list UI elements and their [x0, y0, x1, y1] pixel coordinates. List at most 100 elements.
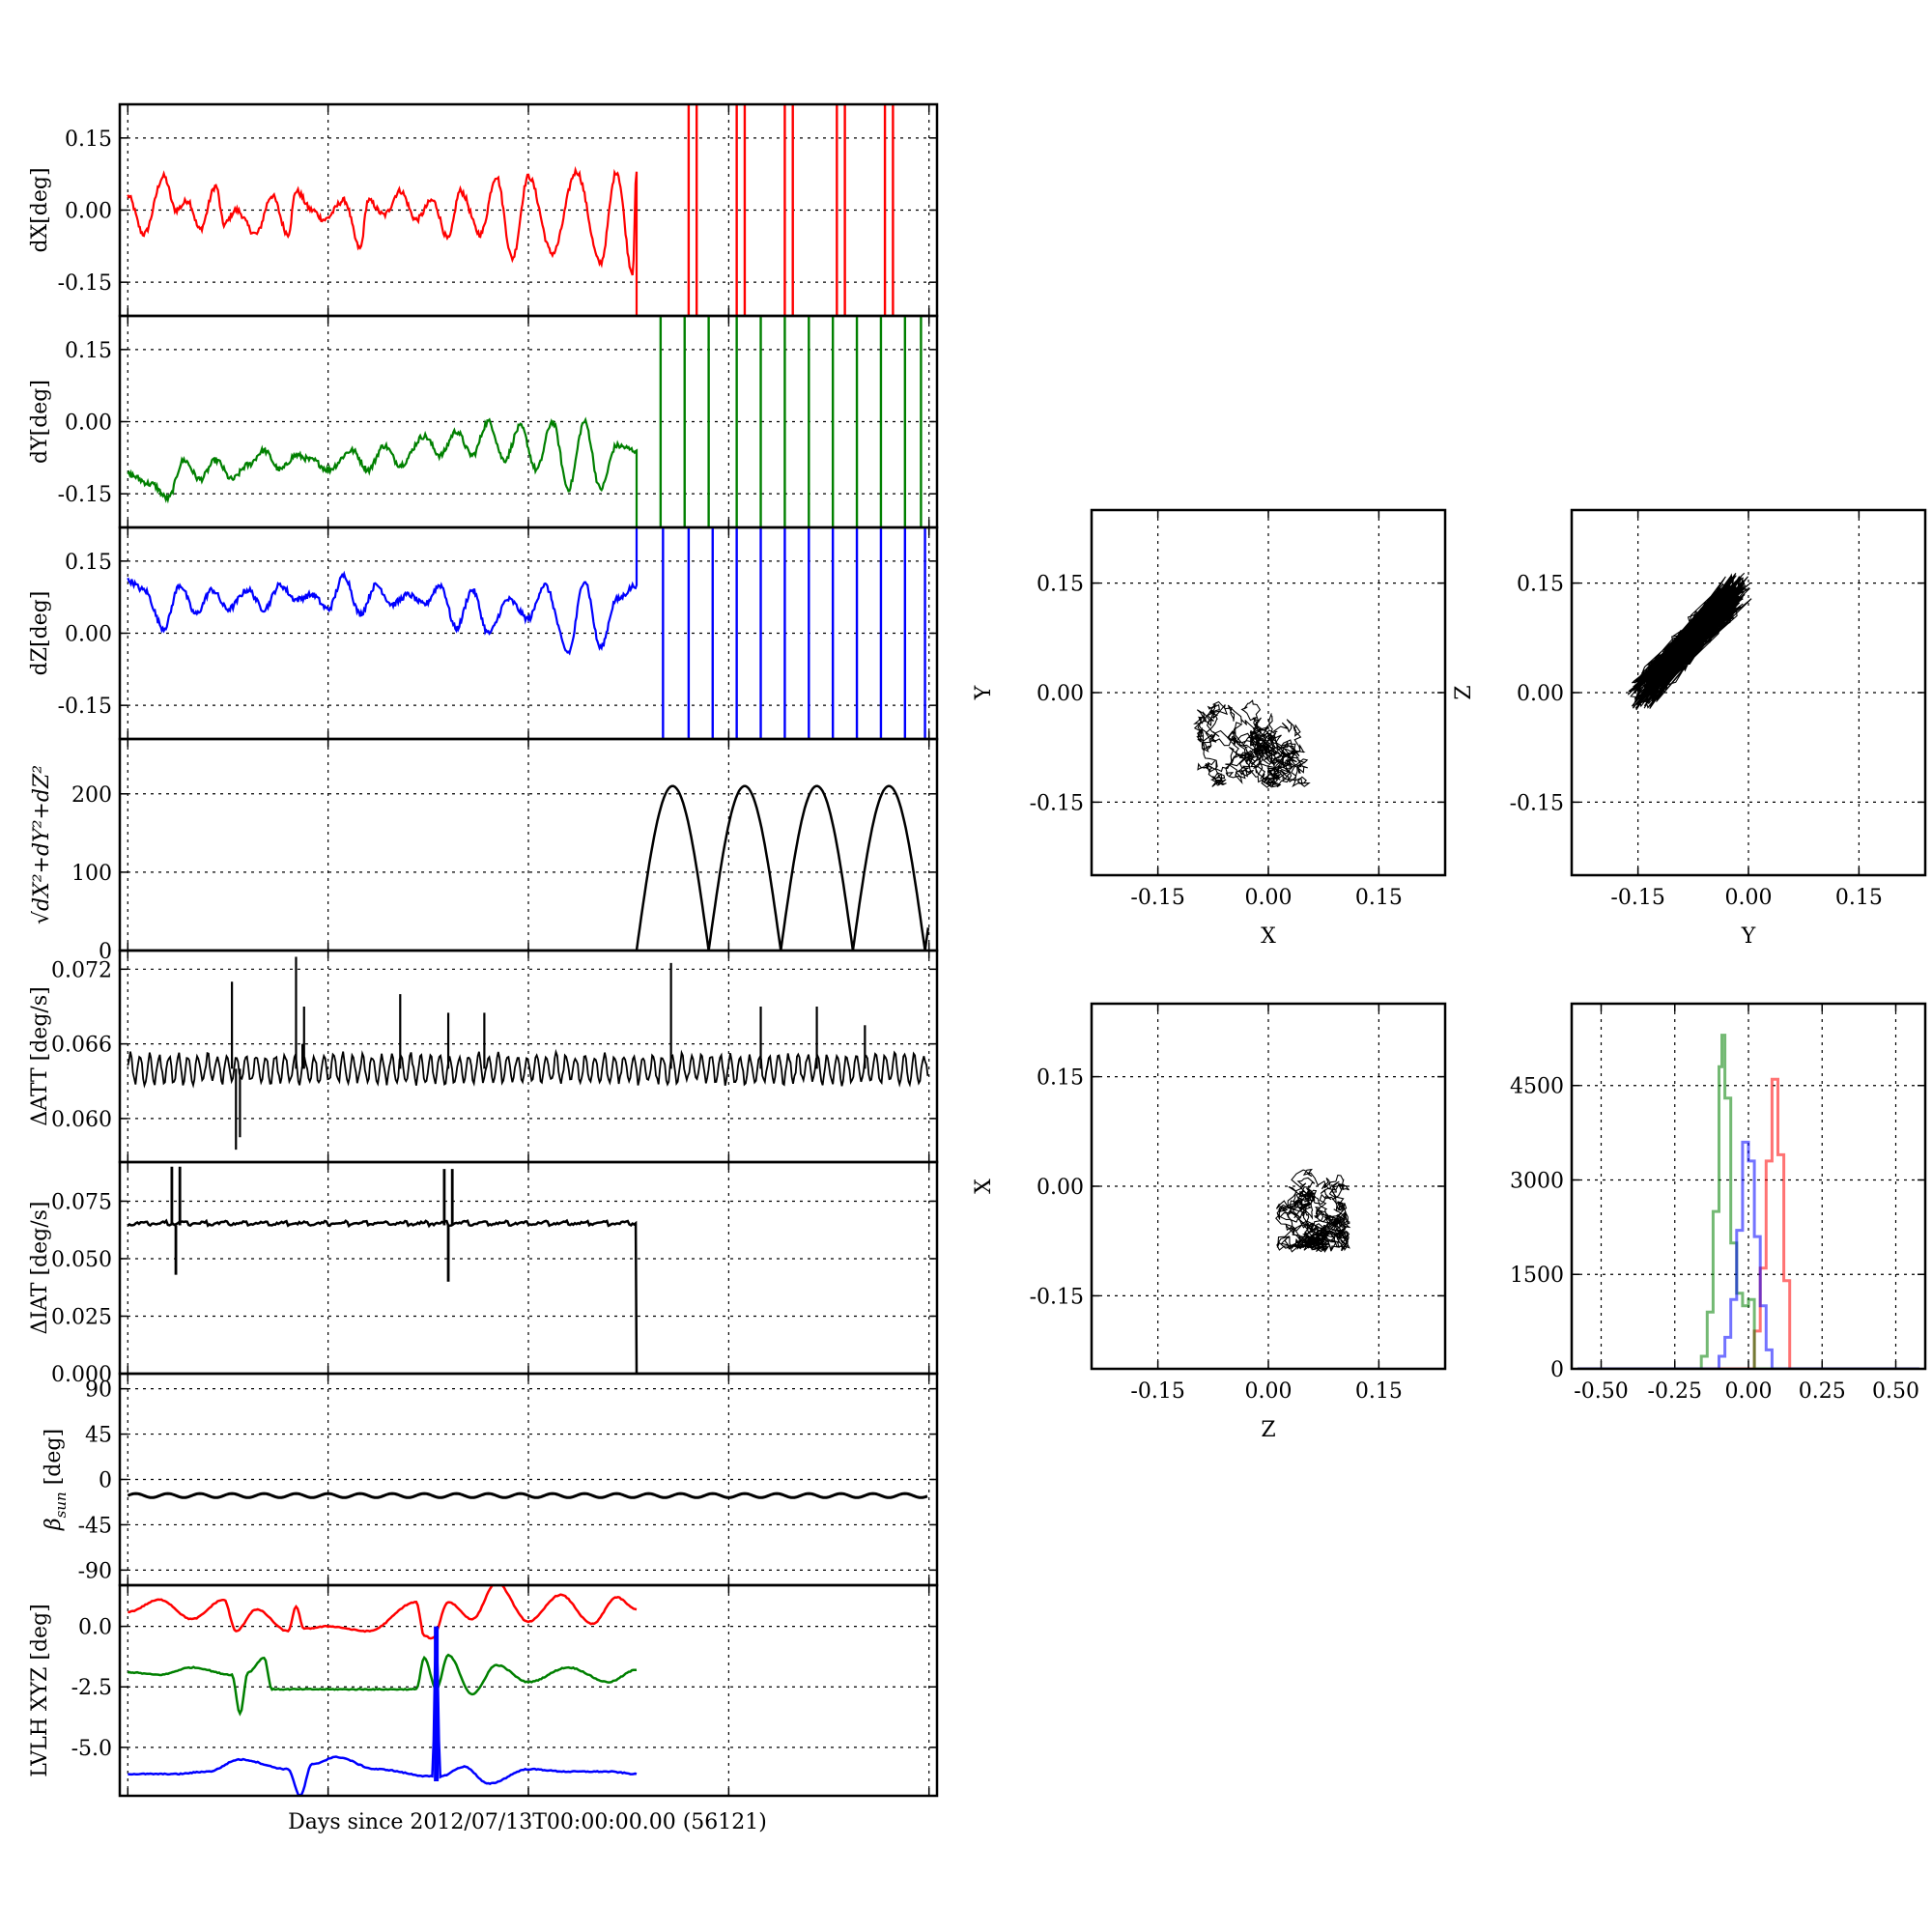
mag-y-axis-label: √dX²+dY²+dZ²: [30, 765, 54, 924]
dz-y-axis-label: dZ[deg]: [28, 591, 52, 676]
beta-y-tick-label: 0: [99, 1469, 112, 1493]
lvlh-y-tick-label: 0.0: [78, 1616, 112, 1640]
dx-y-tick-label: 0.00: [65, 200, 112, 224]
dy-data: [127, 316, 923, 527]
beta-panel: 90 45 0 -45 -90 βsun [deg]: [42, 1372, 939, 1587]
lvlh-series-1-line: [128, 1585, 638, 1640]
dy-y-tick-label: -0.15: [58, 483, 112, 507]
beta-y-axis-label-subscript: sun: [52, 1492, 70, 1518]
sc_yz-panel: 0.15 0.00 -0.15 -0.15 0.00 0.15 Y Z: [1452, 508, 1927, 949]
sc_yz-x-axis-label: Y: [1741, 924, 1756, 949]
diat-y-tick-label: 0.075: [51, 1190, 112, 1214]
diat-y-axis-label: ΔIAT [deg/s]: [28, 1202, 52, 1335]
hist-series-3-step: [1577, 1140, 1919, 1369]
datt-y-tick-label: 0.066: [51, 1034, 112, 1058]
sc_xy-x-tick-label: 0.15: [1355, 886, 1403, 910]
datt-series-1-line: [127, 1048, 929, 1089]
dz-series-1-line: [127, 527, 639, 656]
dx-y-tick-label: -0.15: [58, 271, 112, 296]
sc_zx-y-axis-label: X: [972, 1179, 996, 1194]
lvlh-series-3-line: [128, 1633, 638, 1796]
sc_zx-y-tick-label: 0.15: [1037, 1066, 1084, 1091]
sc_xy-y-axis-label: Y: [972, 685, 996, 700]
dy-y-tick-label: 0.00: [65, 412, 112, 436]
beta-y-tick-label: -90: [78, 1559, 112, 1583]
hist-y-tick-label: 3000: [1510, 1169, 1564, 1193]
dz-y-tick-label: 0.00: [65, 623, 112, 647]
mag-panel: 200 100 0 √dX²+dY²+dZ²: [30, 737, 939, 964]
diat-series-1-line: [127, 1218, 929, 1374]
hist-x-tick-label: -0.25: [1648, 1379, 1702, 1404]
diat-data: [127, 1166, 929, 1374]
sc_yz-y-tick-label: 0.00: [1517, 682, 1564, 706]
hist-y-tick-label: 4500: [1510, 1075, 1564, 1099]
sc_zx-y-tick-label: 0.00: [1037, 1176, 1084, 1200]
figure-x-axis-label: Days since 2012/07/13T00:00:00.00 (56121…: [288, 1810, 767, 1834]
sc_zx-y-tick-label: -0.15: [1030, 1285, 1084, 1309]
sc_xy-x-tick-label: -0.15: [1130, 886, 1184, 910]
mag-y-tick-label: 200: [71, 783, 112, 808]
beta-y-axis-label: βsun [deg]: [42, 1429, 70, 1531]
sc_xy-x-tick-label: 0.00: [1245, 886, 1293, 910]
dz-y-tick-label: 0.15: [65, 551, 112, 575]
beta-y-tick-label: 90: [85, 1378, 112, 1403]
hist-x-tick-label: 0.25: [1799, 1379, 1846, 1404]
hist-series-2-step: [1577, 1034, 1919, 1369]
lvlh-data: [127, 1585, 638, 1796]
mag-y-tick-label: 0: [99, 940, 112, 964]
diat-y-tick-label: 0.000: [51, 1363, 112, 1387]
dx-y-axis-label: dX[deg]: [28, 167, 52, 252]
lvlh-y-tick-label: -5.0: [71, 1737, 112, 1761]
sc_zx-data: [1275, 1168, 1351, 1253]
beta-series-1-line: [127, 1492, 928, 1499]
sc_zx-trace: [1275, 1168, 1351, 1253]
sc_yz-x-tick-label: 0.00: [1725, 886, 1773, 910]
dx-data: [127, 104, 895, 316]
sc_zx-x-tick-label: -0.15: [1130, 1379, 1184, 1404]
sc_yz-y-tick-label: 0.15: [1517, 573, 1564, 597]
dz-data: [127, 527, 926, 739]
dz-y-tick-label: -0.15: [58, 695, 112, 719]
hist-x-tick-label: -0.50: [1574, 1379, 1628, 1404]
lvlh-y-axis-label: LVLH XYZ [deg]: [28, 1604, 52, 1777]
hist-panel: 4500 3000 1500 0 -0.50 -0.25 0.00 0.25 0.50: [1510, 1002, 1927, 1404]
datt-y-axis-label: ΔATT [deg/s]: [28, 986, 52, 1125]
hist-y-tick-label: 0: [1550, 1358, 1564, 1382]
diat-y-tick-label: 0.050: [51, 1248, 112, 1272]
datt-y-tick-label: 0.060: [51, 1108, 112, 1132]
lvlh-panel: 0.0 -2.5 -5.0 LVLH XYZ [deg]: [28, 1583, 939, 1798]
sc_yz-x-tick-label: -0.15: [1610, 886, 1664, 910]
mag-y-tick-label: 100: [71, 862, 112, 886]
sc_xy-panel: 0.15 0.00 -0.15 -0.15 0.00 0.15 X Y: [972, 508, 1447, 949]
sc_xy-data: [1193, 699, 1311, 788]
dy-y-axis-label: dY[deg]: [28, 380, 52, 464]
sc_yz-trace: [1627, 572, 1752, 711]
sc_xy-y-tick-label: -0.15: [1030, 791, 1084, 815]
sc_yz-x-tick-label: 0.15: [1835, 886, 1883, 910]
sc_xy-y-tick-label: 0.00: [1037, 682, 1084, 706]
hist-data: [1577, 1034, 1919, 1369]
beta-y-tick-label: 45: [85, 1424, 112, 1448]
mag-data: [128, 784, 930, 951]
datt-y-tick-label: 0.072: [51, 958, 112, 982]
sc_xy-y-tick-label: 0.15: [1037, 573, 1084, 597]
diat-y-tick-label: 0.025: [51, 1305, 112, 1329]
dy-y-tick-label: 0.15: [65, 339, 112, 363]
sc_xy-trace: [1193, 699, 1311, 788]
hist-x-tick-label: 0.50: [1872, 1379, 1919, 1404]
panels: 0.150.00-0.15dX[deg]0.150.00-0.15dY[deg]…: [28, 102, 1927, 1798]
datt-data: [127, 956, 929, 1151]
mag-series-1-line: [128, 784, 930, 951]
hist-x-tick-label: 0.00: [1725, 1379, 1773, 1404]
hist-axes-frame: [1570, 1002, 1927, 1371]
beta-y-axis-label-symbol: β: [42, 1518, 66, 1531]
lvlh-series-2-line: [127, 1653, 638, 1717]
beta-y-axis-label-unit: [deg]: [42, 1429, 66, 1492]
sc_yz-y-tick-label: -0.15: [1510, 791, 1564, 815]
sc_zx-panel: 0.15 0.00 -0.15 -0.15 0.00 0.15 Z X: [972, 1002, 1447, 1442]
